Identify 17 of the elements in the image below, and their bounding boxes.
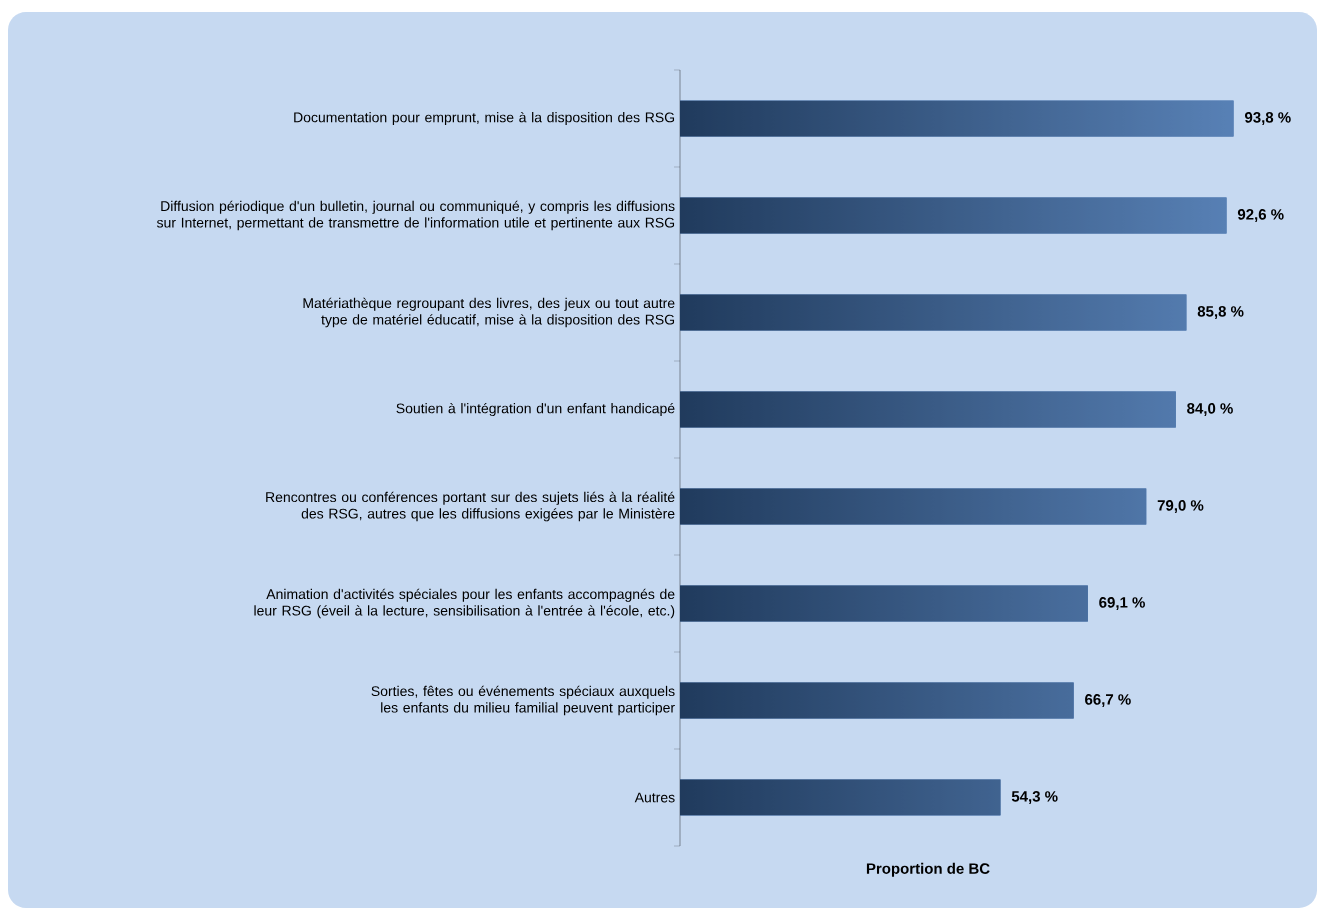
y-tick-label: Diffusion périodique d'un bulletin, journal ou communiqué, y compris les diffusions sur Internet, permettant de transmettre de l'information utile et pertinente aux RSG [156,200,675,231]
data-label: 79,0 % [1157,500,1204,513]
y-tick-label: Soutien à l'intégration d'un enfant handicapé [396,402,675,417]
data-label: 85,8 % [1197,306,1244,319]
data-label: 54,3 % [1011,791,1058,804]
y-tick-label: Matériathèque regroupant des livres, des jeux ou tout autre type de matériel éducatif, mise à la disposition des RSG [303,297,675,328]
data-label: 92,6 % [1237,209,1284,222]
data-label: 69,1 % [1099,597,1145,610]
y-tick-label: Documentation pour emprunt, mise à la disposition des RSG [294,111,675,126]
y-tick-label: Sorties, fêtes ou événements spéciaux auxquels les enfants du milieu familial peuvent participer [371,685,675,716]
data-label: 66,7 % [1085,694,1131,707]
y-tick-label: Autres [634,792,675,803]
y-tick-label: Rencontres ou conférences portant sur des sujets liés à la réalité des RSG, autres que les diffusions exigées par le Ministère [266,491,675,522]
data-label: 84,0 % [1187,403,1233,416]
y-tick-label: Animation d'activités spéciales pour les enfants accompagnés de leur RSG (éveil à la lecture, sensibilisation à l'entrée à l'école, etc.) [254,588,675,619]
x-axis-title: Proportion de BC [866,862,990,877]
data-label: 93,8 % [1244,112,1291,125]
